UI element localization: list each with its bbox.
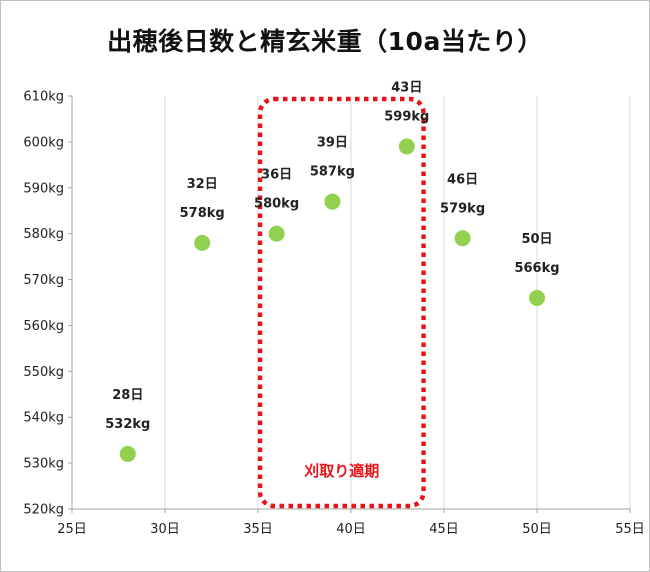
x-tick-label: 50日 bbox=[522, 522, 552, 537]
data-point bbox=[119, 445, 136, 462]
x-tick-label: 55日 bbox=[615, 522, 645, 537]
y-tick-label: 610kg bbox=[23, 90, 64, 105]
point-day-label: 46日 bbox=[447, 172, 478, 187]
point-day-label: 50日 bbox=[521, 232, 552, 247]
data-point bbox=[398, 138, 415, 155]
data-point bbox=[268, 225, 285, 242]
y-tick-label: 590kg bbox=[23, 181, 64, 196]
point-weight-label: 579kg bbox=[440, 201, 485, 216]
y-tick-label: 520kg bbox=[23, 503, 64, 518]
point-day-label: 39日 bbox=[317, 136, 348, 151]
grid-lines bbox=[164, 96, 631, 509]
data-point bbox=[324, 193, 341, 210]
point-day-label: 32日 bbox=[187, 177, 218, 192]
data-point bbox=[529, 289, 545, 306]
harvest-period-highlight: 刈取り適期 bbox=[257, 96, 426, 509]
data-point bbox=[194, 234, 211, 251]
data-points bbox=[119, 138, 545, 462]
chart-title: 出穂後日数と精玄米重（10a当たり） bbox=[107, 27, 543, 56]
y-tick-label: 540kg bbox=[23, 411, 64, 426]
point-weight-label: 566kg bbox=[514, 261, 559, 276]
data-point bbox=[454, 230, 471, 247]
harvest-period-label: 刈取り適期 bbox=[304, 462, 379, 480]
y-tick-label: 570kg bbox=[23, 273, 64, 288]
point-day-label: 36日 bbox=[261, 168, 292, 183]
x-tick-label: 45日 bbox=[429, 522, 459, 537]
point-weight-label: 599kg bbox=[384, 109, 429, 124]
axes: 520kg 530kg 540kg 550kg 560kg 570kg 580kg 590kg… bbox=[23, 90, 644, 538]
point-day-label: 28日 bbox=[112, 388, 143, 403]
point-weight-label: 532kg bbox=[105, 417, 150, 432]
point-weight-label: 580kg bbox=[254, 197, 299, 212]
point-weight-label: 578kg bbox=[180, 206, 225, 221]
y-tick-label: 600kg bbox=[23, 135, 64, 150]
x-tick-label: 30日 bbox=[150, 522, 180, 537]
harvest-period-box bbox=[257, 96, 426, 509]
x-tick-label: 40日 bbox=[336, 522, 366, 537]
y-tick-label: 530kg bbox=[23, 457, 64, 472]
data-labels: 28日 532kg 32日 578kg 36日 580kg 39日 587kg 43日 599kg… bbox=[105, 80, 559, 431]
x-tick-label: 25日 bbox=[57, 522, 87, 537]
y-tick-label: 550kg bbox=[23, 365, 64, 380]
x-tick-label: 35日 bbox=[243, 522, 273, 537]
point-day-label: 43日 bbox=[391, 80, 422, 95]
y-tick-label: 560kg bbox=[23, 319, 64, 334]
point-weight-label: 587kg bbox=[310, 165, 355, 180]
y-tick-label: 580kg bbox=[23, 227, 64, 242]
